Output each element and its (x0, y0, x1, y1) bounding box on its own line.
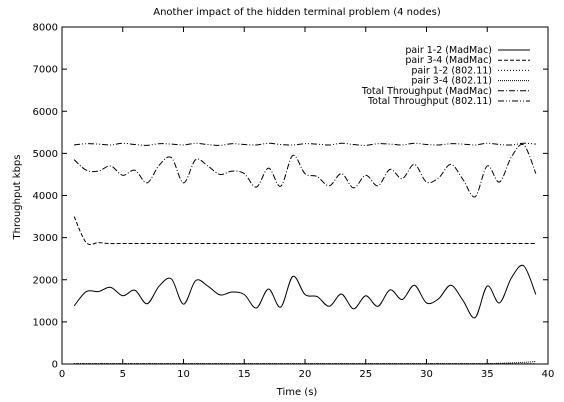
legend-label-2: pair 3-4 (MadMac) (405, 55, 492, 66)
series-line-2 (73, 216, 536, 246)
chart-title: Another impact of the hidden terminal pr… (153, 7, 441, 18)
x-tick-label: 40 (542, 369, 555, 380)
x-tick-label: 20 (299, 369, 312, 380)
y-tick-label: 4000 (33, 191, 58, 202)
legend-label-1: pair 1-2 (MadMac) (405, 45, 492, 56)
y-tick-label: 1000 (33, 317, 58, 328)
y-tick-label: 0 (52, 360, 58, 371)
legend-label-6: Total Throughput (802.11) (367, 96, 492, 107)
legend-label-3: pair 1-2 (802.11) (411, 65, 492, 76)
y-tick-label: 3000 (33, 233, 58, 244)
x-tick-label: 35 (481, 369, 494, 380)
y-tick-label: 2000 (33, 275, 58, 286)
x-axis-label: Time (s) (276, 387, 318, 398)
series-line-6 (74, 142, 536, 146)
y-tick-label: 7000 (33, 65, 58, 76)
legend-label-4: pair 3-4 (802.11) (411, 76, 492, 87)
y-tick-label: 6000 (33, 107, 58, 118)
x-tick-label: 15 (238, 369, 251, 380)
y-axis-label: Throughput kbps (12, 155, 23, 241)
y-tick-label: 8000 (33, 23, 58, 34)
series-line-1 (73, 264, 537, 319)
legend: pair 1-2 (MadMac)pair 3-4 (MadMac)pair 1… (361, 45, 530, 107)
x-tick-label: 30 (420, 369, 433, 380)
series-line-5 (73, 143, 537, 198)
axes: 0 5 10 15 20 25 30 35 40 0 1000 2000 3000 4000 5000 600… (33, 23, 555, 381)
plot-area (73, 142, 537, 365)
legend-label-5: Total Throughput (MadMac) (361, 86, 492, 97)
x-tick-label: 10 (177, 369, 190, 380)
x-tick-label: 0 (59, 369, 65, 380)
y-tick-label: 5000 (33, 149, 58, 160)
x-tick-label: 5 (120, 369, 126, 380)
x-tick-label: 25 (359, 369, 372, 380)
